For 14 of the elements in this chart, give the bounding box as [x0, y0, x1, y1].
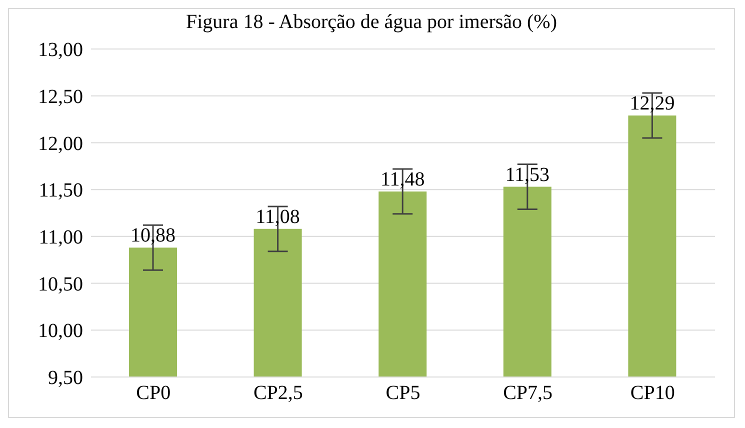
y-tick-label: 13,00 [38, 39, 83, 62]
y-tick-label: 9,50 [48, 367, 83, 390]
y-tick-label: 10,50 [38, 273, 83, 296]
y-tick-label: 12,00 [38, 132, 83, 155]
x-tick-label: CP0 [136, 382, 171, 404]
x-tick-label: CP5 [386, 382, 420, 404]
x-tick-label: CP10 [630, 382, 675, 404]
y-tick-label: 10,00 [38, 320, 83, 342]
y-tick-label: 11,50 [38, 180, 83, 202]
x-tick-label: CP2,5 [253, 382, 303, 404]
y-tick-label: 12,50 [38, 86, 83, 108]
chart-title: Figura 18 - Absorção de água por imersão (%) [185, 11, 558, 35]
x-tick-label: CP7,5 [503, 382, 553, 404]
y-tick-label: 11,00 [38, 226, 83, 249]
